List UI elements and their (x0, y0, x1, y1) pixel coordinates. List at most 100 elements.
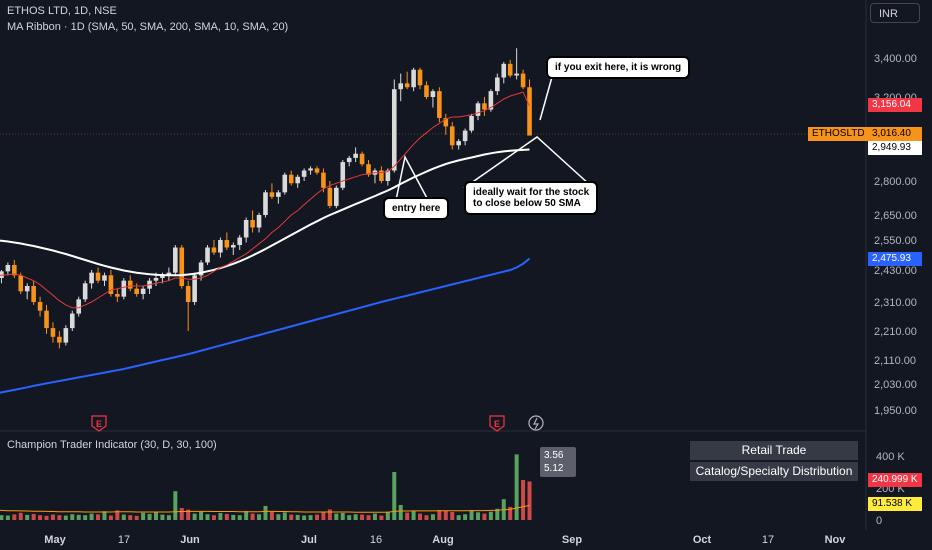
price-tick-label: 2,030.00 (874, 379, 917, 391)
indicator-tooltip: 3.56 5.12 (540, 447, 576, 477)
candle-body (495, 77, 500, 92)
volume-bar (405, 512, 410, 520)
candle-body (462, 130, 468, 142)
sma10-line (0, 91, 530, 309)
volume-bar (83, 515, 88, 520)
volume-tick-label: 400 K (876, 451, 905, 463)
candle-body (385, 170, 391, 181)
volume-bar (160, 514, 165, 520)
volume-bar (315, 514, 319, 520)
volume-bar (76, 514, 81, 520)
candle-body (346, 157, 352, 163)
candle-body (76, 299, 82, 314)
candle-body (37, 302, 43, 311)
volume-bar (463, 514, 468, 520)
industry-button[interactable]: Catalog/Specialty Distribution (690, 462, 858, 481)
volume-bar (385, 511, 390, 520)
sector-button[interactable]: Retail Trade (690, 441, 858, 460)
candle-body (437, 91, 442, 118)
price-tick-label: 2,430.00 (874, 265, 917, 277)
volume-bar (476, 512, 480, 520)
candle-body (379, 170, 384, 181)
price-tick-label: 2,550.00 (874, 235, 917, 247)
volume-tick-label: 0 (876, 515, 882, 527)
candle-body (295, 176, 300, 184)
candle-body (127, 280, 133, 289)
volume-bar (128, 515, 133, 520)
candle-body (115, 294, 120, 297)
entry-callout: entry here (383, 197, 450, 220)
currency-button[interactable]: INR (870, 3, 920, 23)
volume-bar (18, 512, 23, 520)
date-label: Aug (432, 534, 453, 546)
indicator-title: Champion Trader Indicator (30, D, 30, 10… (7, 439, 217, 451)
volume-bar (437, 510, 442, 520)
candle-body (411, 69, 416, 88)
candle-body (482, 103, 487, 110)
candle-body (198, 262, 204, 276)
candle-body (121, 280, 127, 297)
volume-red-tag: 240.999 K (868, 473, 922, 487)
exit-callout: if you exit here, it is wrong (546, 56, 691, 79)
wait-callout: ideally wait for the stock to close belo… (464, 181, 599, 215)
candle-body (211, 247, 217, 253)
volume-bar (5, 515, 10, 520)
volume-bar (398, 504, 403, 520)
volume-bar (50, 514, 55, 520)
volume-bar (430, 514, 435, 520)
volume-bar (360, 514, 365, 520)
candle-body (321, 172, 326, 188)
candle-body (95, 272, 101, 281)
volume-bar (334, 513, 339, 520)
candle-body (404, 83, 410, 88)
volume-bar (186, 509, 191, 520)
candle-body (456, 141, 461, 146)
candle-body (314, 168, 320, 173)
symbol-title: ETHOS LTD, 1D, NSE (7, 5, 117, 17)
volume-bar (372, 513, 377, 520)
volume-bar (347, 515, 352, 520)
candle-body (501, 63, 507, 78)
volume-bar (514, 454, 519, 520)
volume-bar (450, 512, 455, 520)
candle-body (230, 245, 236, 248)
volume-bar (44, 515, 49, 520)
candle-body (353, 153, 358, 158)
volume-bar (231, 514, 236, 520)
volume-bar (31, 513, 36, 520)
volume-bar (353, 514, 358, 520)
volume-bar (141, 512, 146, 520)
volume-bar (443, 510, 448, 520)
volume-bar (321, 511, 326, 520)
candle-body (334, 187, 339, 206)
volume-bar (424, 515, 429, 520)
volume-bar (154, 512, 158, 520)
candle-body (520, 73, 526, 88)
sma200-price-tag: 2,475.93 (868, 252, 922, 266)
volume-bar (263, 505, 268, 520)
last-price-tag: 3,016.40 (868, 127, 922, 141)
candle-body (269, 192, 275, 197)
price-tick-label: 2,110.00 (874, 355, 916, 367)
price-tick-label: 2,650.00 (874, 210, 917, 222)
candle-body (224, 240, 230, 248)
tooltip-value-bottom: 5.12 (544, 463, 564, 474)
volume-bar (25, 514, 30, 520)
price-tick-label: 2,310.00 (874, 297, 917, 309)
volume-bar (411, 510, 416, 520)
ma-ribbon-legend: MA Ribbon · 1D (SMA, 50, SMA, 200, SMA, … (7, 21, 289, 33)
candle-body (44, 310, 49, 329)
earnings-letter: E (96, 419, 102, 429)
volume-bar (70, 514, 75, 520)
volume-bar (302, 515, 307, 520)
volume-bar (456, 515, 461, 520)
candle-body (276, 192, 281, 197)
volume-bar (0, 515, 4, 520)
price-tick-label: 1,950.00 (874, 405, 917, 417)
candle-body (50, 328, 56, 337)
date-label: Sep (562, 534, 582, 546)
candle-body (205, 247, 210, 263)
candle-body (153, 278, 159, 281)
candle-body (12, 265, 17, 276)
